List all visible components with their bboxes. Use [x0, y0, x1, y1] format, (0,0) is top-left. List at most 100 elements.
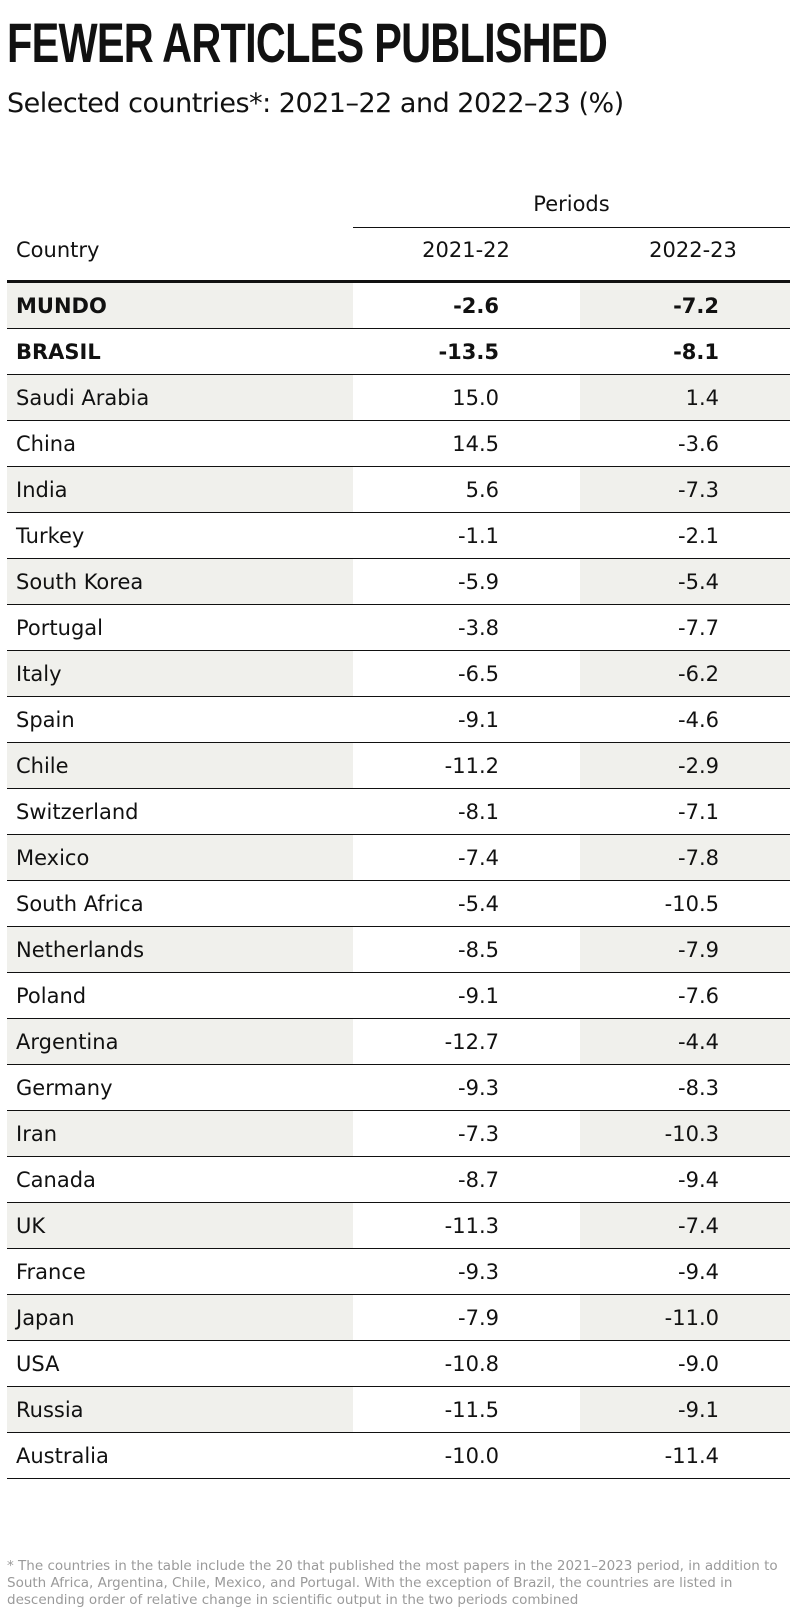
row-shading	[580, 927, 790, 972]
value-2022-23-cell: -2.9	[678, 754, 719, 778]
value-2022-23-cell: -4.4	[678, 1030, 719, 1054]
value-2022-23-cell: -2.1	[678, 524, 719, 548]
row-shading	[580, 467, 790, 512]
country-cell: BRASIL	[16, 340, 101, 364]
value-2021-22-cell: -2.6	[453, 294, 499, 318]
value-2021-22-cell: -7.3	[458, 1122, 499, 1146]
table-row: Argentina -12.7 -4.4	[7, 1019, 790, 1065]
value-2022-23-cell: -7.9	[678, 938, 719, 962]
value-2022-23-cell: -7.7	[678, 616, 719, 640]
country-cell: Poland	[16, 984, 87, 1008]
value-2021-22-cell: -11.3	[444, 1214, 499, 1238]
value-2022-23-cell: -11.4	[664, 1444, 719, 1468]
value-2021-22-cell: -9.3	[458, 1076, 499, 1100]
row-shading	[7, 1203, 353, 1248]
table-row: UK -11.3 -7.4	[7, 1203, 790, 1249]
table-row: Italy -6.5 -6.2	[7, 651, 790, 697]
table-row: Germany -9.3 -8.3	[7, 1065, 790, 1111]
value-2021-22-cell: -7.9	[458, 1306, 499, 1330]
row-shading	[580, 375, 790, 420]
value-2021-22-cell: -5.4	[458, 892, 499, 916]
value-2021-22-cell: -5.9	[458, 570, 499, 594]
row-shading	[7, 1387, 353, 1432]
value-2021-22-cell: -8.5	[458, 938, 499, 962]
value-2022-23-cell: 1.4	[685, 386, 719, 410]
country-cell: Switzerland	[16, 800, 139, 824]
value-2022-23-cell: -8.3	[678, 1076, 719, 1100]
country-cell: Russia	[16, 1398, 84, 1422]
table-row: India 5.6 -7.3	[7, 467, 790, 513]
value-2021-22-cell: 14.5	[452, 432, 499, 456]
row-shading	[7, 651, 353, 696]
row-shading	[7, 927, 353, 972]
value-2022-23-cell: -7.2	[673, 294, 719, 318]
row-shading	[7, 1111, 353, 1156]
row-shading	[7, 1019, 353, 1064]
table-body: MUNDO -2.6 -7.2 BRASIL -13.5 -8.1 Saudi Arabia…	[7, 283, 790, 1479]
table-row: Chile -11.2 -2.9	[7, 743, 790, 789]
table-row: South Africa -5.4 -10.5	[7, 881, 790, 927]
value-2022-23-cell: -8.1	[673, 340, 719, 364]
table-row: BRASIL -13.5 -8.1	[7, 329, 790, 375]
country-cell: UK	[16, 1214, 46, 1238]
value-2022-23-cell: -10.5	[664, 892, 719, 916]
value-2022-23-cell: -9.1	[678, 1398, 719, 1422]
row-shading	[580, 1019, 790, 1064]
header-divider	[7, 280, 790, 283]
table-row: Spain -9.1 -4.6	[7, 697, 790, 743]
table-row: Russia -11.5 -9.1	[7, 1387, 790, 1433]
value-2022-23-cell: -11.0	[664, 1306, 719, 1330]
periods-group-header: Periods	[353, 188, 790, 228]
country-cell: Turkey	[16, 524, 85, 548]
country-cell: Iran	[16, 1122, 58, 1146]
value-2021-22-cell: -9.1	[458, 708, 499, 732]
country-cell: Chile	[16, 754, 69, 778]
country-cell: Spain	[16, 708, 75, 732]
value-2021-22-cell: -7.4	[458, 846, 499, 870]
row-shading	[580, 1203, 790, 1248]
country-cell: Italy	[16, 662, 62, 686]
value-2022-23-cell: -7.4	[678, 1214, 719, 1238]
value-2022-23-cell: -7.6	[678, 984, 719, 1008]
value-2021-22-cell: -13.5	[438, 340, 499, 364]
table-row: Japan -7.9 -11.0	[7, 1295, 790, 1341]
country-cell: Mexico	[16, 846, 90, 870]
country-cell: China	[16, 432, 76, 456]
country-cell: Canada	[16, 1168, 96, 1192]
value-2022-23-cell: -9.4	[678, 1260, 719, 1284]
value-2021-22-cell: -9.3	[458, 1260, 499, 1284]
row-shading	[7, 375, 353, 420]
value-2021-22-cell: -11.2	[444, 754, 499, 778]
table-row: Australia -10.0 -11.4	[7, 1433, 790, 1479]
country-cell: Saudi Arabia	[16, 386, 150, 410]
country-cell: Argentina	[16, 1030, 119, 1054]
row-shading	[7, 743, 353, 788]
country-cell: South Africa	[16, 892, 144, 916]
value-2022-23-cell: -7.8	[678, 846, 719, 870]
row-shading	[7, 835, 353, 880]
value-2021-22-cell: -11.5	[444, 1398, 499, 1422]
table-row: Turkey -1.1 -2.1	[7, 513, 790, 559]
value-2021-22-cell: 5.6	[465, 478, 499, 502]
value-2022-23-cell: -3.6	[678, 432, 719, 456]
row-shading	[580, 559, 790, 604]
value-2021-22-cell: 15.0	[452, 386, 499, 410]
value-2022-23-cell: -7.3	[678, 478, 719, 502]
country-cell: South Korea	[16, 570, 144, 594]
row-shading	[7, 1295, 353, 1340]
row-shading	[7, 559, 353, 604]
table-row: Switzerland -8.1 -7.1	[7, 789, 790, 835]
chart-title: FEWER ARTICLES PUBLISHED	[7, 11, 608, 74]
table-row: Poland -9.1 -7.6	[7, 973, 790, 1019]
table-row: South Korea -5.9 -5.4	[7, 559, 790, 605]
column-header-2021-22: 2021-22	[422, 238, 510, 262]
column-header-2022-23: 2022-23	[649, 238, 737, 262]
country-cell: USA	[16, 1352, 60, 1376]
value-2021-22-cell: -8.7	[458, 1168, 499, 1192]
table-row: China 14.5 -3.6	[7, 421, 790, 467]
table-row: Canada -8.7 -9.4	[7, 1157, 790, 1203]
footnote: * The countries in the table include the…	[7, 1558, 778, 1608]
table-row: Portugal -3.8 -7.7	[7, 605, 790, 651]
value-2021-22-cell: -12.7	[444, 1030, 499, 1054]
country-cell: Germany	[16, 1076, 113, 1100]
